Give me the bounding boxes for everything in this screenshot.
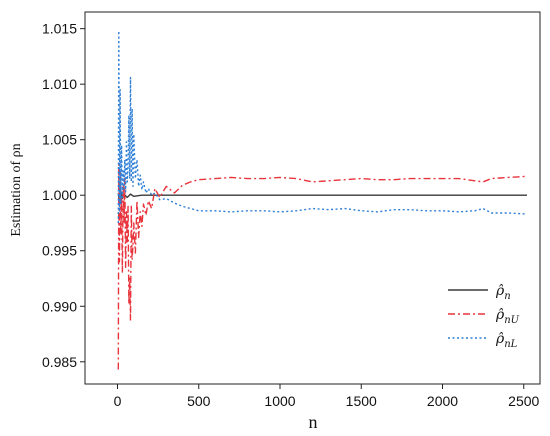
series-line-2	[117, 163, 528, 370]
legend-label-1: ρ̂n	[495, 283, 511, 302]
y-tick-label: 1.005	[42, 132, 77, 148]
x-tick-label: 2000	[427, 393, 458, 409]
series-line-3	[117, 30, 528, 223]
legend-label-main: ρ̂	[495, 331, 505, 347]
series-line-1	[117, 190, 527, 201]
x-tick-label: 0	[114, 393, 122, 409]
x-axis: 0 500 1000 1500 2000 2500	[114, 384, 540, 409]
x-tick-label: 2500	[508, 393, 539, 409]
legend-label-2: ρ̂nU	[495, 307, 520, 326]
legend-label-main: ρ̂	[495, 307, 505, 323]
plot-border	[84, 11, 541, 385]
y-tick-label: 1.010	[42, 76, 77, 92]
y-axis-title: Estimation of ρn	[9, 143, 24, 236]
x-tick-label: 500	[187, 393, 211, 409]
y-tick-label: 1.000	[42, 187, 77, 203]
legend: ρ̂nρ̂nUρ̂nL	[448, 283, 520, 350]
legend-label-sub: nL	[504, 339, 517, 350]
y-axis: 0.985 0.990 0.995 1.000 1.005 1.010 1.015	[42, 21, 85, 370]
legend-label-sub: n	[504, 291, 510, 302]
x-tick-label: 1000	[264, 393, 295, 409]
y-tick-label: 0.995	[42, 243, 77, 259]
x-tick-label: 1500	[346, 393, 377, 409]
series-layer	[117, 30, 528, 370]
x-axis-title: n	[309, 412, 318, 432]
plot-frame	[84, 11, 541, 385]
legend-label-3: ρ̂nL	[495, 331, 518, 350]
y-tick-label: 0.990	[42, 298, 77, 314]
y-tick-label: 0.985	[42, 354, 77, 370]
legend-label-sub: nU	[504, 315, 519, 326]
legend-label-main: ρ̂	[495, 283, 505, 299]
y-tick-label: 1.015	[42, 21, 77, 37]
